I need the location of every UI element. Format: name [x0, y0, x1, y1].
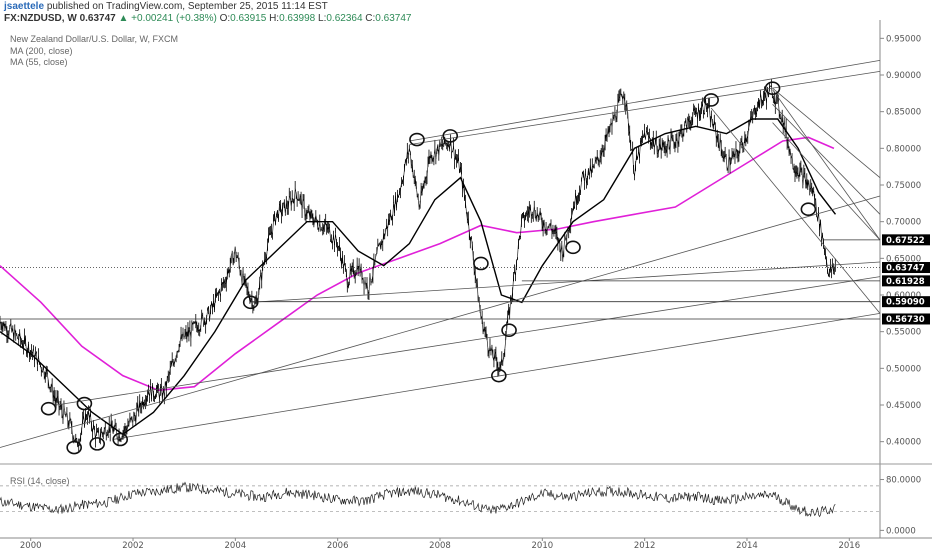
ma200-layer [0, 136, 835, 392]
y-tick-label: 0.80000 [886, 144, 921, 154]
pivot-marker [66, 440, 82, 455]
x-tick-label: 2006 [327, 541, 349, 550]
pivot-marker [442, 129, 459, 143]
price-label: 0.67522 [886, 236, 925, 246]
price-label-bg [882, 313, 930, 325]
trendline [772, 104, 881, 215]
x-tick-label: 2014 [736, 541, 758, 550]
symbol-label[interactable]: FX:NZDUSD, W [4, 13, 77, 24]
price-label-bg [882, 234, 930, 246]
ma55-layer [0, 118, 837, 436]
y-tick-label: 0.55000 [886, 328, 921, 338]
y-tick-label: 0.90000 [886, 71, 921, 81]
pivot-marker [76, 396, 93, 411]
pivot-marker [89, 437, 106, 451]
y-tick-label: 0.40000 [886, 438, 921, 448]
low-label: L: [318, 13, 327, 24]
pivot-marker [242, 295, 259, 310]
x-tick-label: 2008 [429, 541, 451, 550]
x-tick-label: 2016 [838, 541, 860, 550]
x-tick-label: 2002 [122, 541, 144, 550]
close-label: C: [365, 13, 376, 24]
price-label-bg [882, 296, 930, 308]
price-line [0, 85, 836, 448]
pivot-marker [703, 93, 719, 107]
legend-title[interactable]: New Zealand Dollar/U.S. Dollar, W, FXCM [10, 34, 179, 44]
axis-layer: 0.40000 0.45000 0.50000 0.55000 0.60000 0.650… [20, 34, 930, 550]
trendline [250, 261, 881, 303]
y-tick-label: 0.70000 [886, 218, 921, 228]
x-tick-label: 2004 [225, 541, 247, 550]
pivot-marker [473, 256, 489, 271]
trendline [0, 195, 881, 448]
trendline [772, 89, 881, 241]
pivot-marker [112, 432, 129, 447]
rsi-line [0, 481, 836, 518]
author-name[interactable]: jsaettele [4, 1, 45, 12]
trendline [772, 87, 881, 178]
rsi-tick-label: 80.0000 [886, 476, 921, 486]
y-tick-label: 0.85000 [886, 108, 921, 118]
y-tick-label: 0.65000 [886, 254, 921, 264]
pivot-marker [565, 240, 581, 255]
trendline [409, 70, 881, 146]
pivot-marker [40, 401, 57, 416]
drawings-layer [0, 59, 881, 455]
pivot-marker [501, 323, 517, 338]
y-tick-label: 0.60000 [886, 291, 921, 301]
open-value: 0.63915 [230, 13, 267, 24]
y-tick-label: 0.50000 [886, 364, 921, 374]
quote-line: FX:NZDUSD, W 0.63747 ▲ +0.00241 (+0.38%)… [4, 13, 411, 24]
y-tick-label: 0.45000 [886, 401, 921, 411]
publish-line: jsaettele published on TradingView.com, … [4, 1, 328, 12]
x-tick-label: 2010 [532, 541, 554, 550]
legend-rsi[interactable]: RSI (14, close) [10, 476, 70, 486]
trendline [56, 276, 881, 406]
x-tick-label: 2012 [634, 541, 656, 550]
price-label-bg [882, 275, 930, 287]
pivot-marker [409, 132, 425, 147]
trendline [409, 59, 881, 142]
price-label-bg [882, 262, 930, 274]
trendline [710, 107, 881, 314]
ma200-line [0, 136, 835, 392]
ma55-line [0, 118, 837, 436]
close-value: 0.63747 [375, 13, 412, 24]
published-text: published on TradingView.com, September … [46, 1, 328, 12]
rsi-layer [0, 481, 880, 518]
trendline [772, 122, 881, 241]
price-scale-bg [880, 0, 932, 550]
legend-ma55[interactable]: MA (55, close) [10, 57, 68, 67]
y-tick-label: 0.75000 [886, 181, 921, 191]
legend-ma200[interactable]: MA (200, close) [10, 46, 73, 56]
price-change: ▲ +0.00241 (+0.38%) [118, 13, 217, 24]
low-value: 0.62364 [326, 13, 363, 24]
rsi-tick-label: 0.0000 [886, 526, 916, 536]
high-value: 0.63998 [279, 13, 316, 24]
pivot-marker [800, 202, 817, 216]
price-label: 0.56730 [886, 315, 925, 325]
price-label: 0.63747 [886, 264, 925, 274]
price-layer [0, 78, 836, 453]
y-tick-label: 0.95000 [886, 34, 921, 44]
pivot-marker [764, 81, 781, 95]
last-price: 0.63747 [79, 13, 116, 24]
trendline [112, 312, 881, 440]
high-label: H: [269, 13, 280, 24]
open-label: O: [219, 13, 231, 24]
pivot-marker [491, 368, 507, 383]
x-tick-label: 2000 [20, 541, 42, 550]
price-label: 0.61928 [886, 277, 925, 287]
price-label: 0.59090 [886, 298, 925, 308]
